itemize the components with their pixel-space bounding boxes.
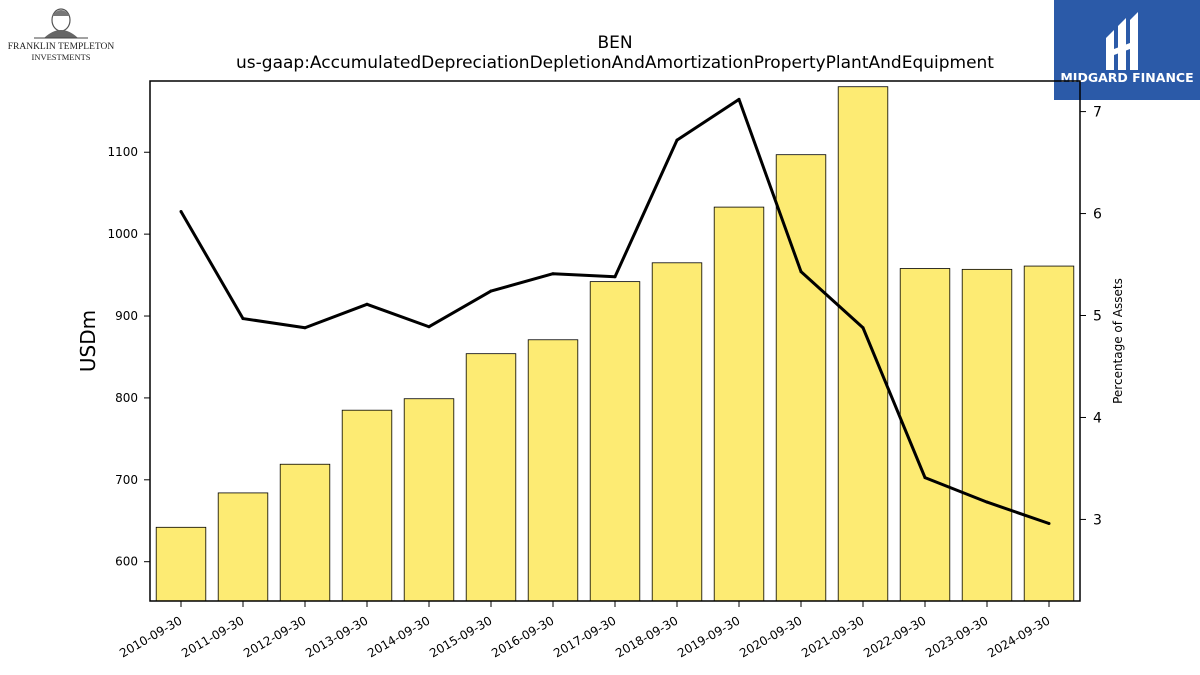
bar xyxy=(465,353,517,602)
y-tick-label: 1100 xyxy=(107,145,138,159)
y2-tick-label: 4 xyxy=(1093,410,1102,426)
line-point xyxy=(799,270,803,274)
y2-tick-label: 3 xyxy=(1093,512,1102,528)
x-tick-label: 2018-09-30 xyxy=(613,613,680,660)
bar xyxy=(837,86,889,602)
x-tick-label: 2016-09-30 xyxy=(489,613,556,660)
y-tick-label: 700 xyxy=(115,473,138,487)
line-point xyxy=(1047,522,1051,526)
bar xyxy=(217,492,269,602)
x-tick-label: 2011-09-30 xyxy=(179,613,246,660)
y-tick-label: 800 xyxy=(115,391,138,405)
y-tick-label: 600 xyxy=(115,555,138,569)
line-point xyxy=(551,272,555,276)
x-tick-label: 2020-09-30 xyxy=(737,613,804,660)
line-point xyxy=(303,326,307,330)
bar xyxy=(651,262,703,602)
line-point xyxy=(613,275,617,279)
line-layer xyxy=(179,97,1051,526)
line-point xyxy=(489,289,493,293)
x-tick-label: 2024-09-30 xyxy=(985,613,1052,660)
bar xyxy=(961,268,1013,602)
line-point xyxy=(861,326,865,330)
bar xyxy=(155,526,207,602)
line-point xyxy=(427,325,431,329)
y2-tick-label: 6 xyxy=(1093,207,1102,223)
x-tick-label: 2019-09-30 xyxy=(675,613,742,660)
portrait-icon xyxy=(34,8,88,39)
bar xyxy=(279,463,331,602)
bar xyxy=(527,339,579,602)
franklin-templeton-logo: FRANKLIN TEMPLETON INVESTMENTS xyxy=(0,0,122,68)
bar xyxy=(403,398,455,602)
bar xyxy=(341,409,393,602)
x-tick-label: 2022-09-30 xyxy=(861,613,928,660)
bar xyxy=(1023,265,1075,602)
line-point xyxy=(923,476,927,480)
line-point xyxy=(675,138,679,142)
x-tick-label: 2013-09-30 xyxy=(303,613,370,660)
line-point xyxy=(179,210,183,214)
y-axis-label: USDm xyxy=(76,310,100,372)
bar xyxy=(589,281,641,602)
y-tick-label: 1000 xyxy=(107,227,138,241)
line-point xyxy=(241,317,245,321)
midgard-finance-logo: MIDGARD FINANCE xyxy=(1054,0,1200,100)
x-tick-label: 2015-09-30 xyxy=(427,613,494,660)
x-tick-label: 2023-09-30 xyxy=(923,613,990,660)
chart-subtitle: us-gaap:AccumulatedDepreciationDepletion… xyxy=(236,53,994,73)
line-point xyxy=(985,500,989,504)
y2-tick-label: 5 xyxy=(1093,309,1102,325)
x-tick-label: 2017-09-30 xyxy=(551,613,618,660)
logo-right-text: MIDGARD FINANCE xyxy=(1060,70,1193,85)
y2-axis-label: Percentage of Assets xyxy=(1111,278,1125,404)
bar xyxy=(713,206,765,602)
x-tick-label: 2010-09-30 xyxy=(117,613,184,660)
chart-title: BEN xyxy=(597,33,632,53)
midgard-mark-icon xyxy=(1106,12,1138,70)
line-point xyxy=(737,97,741,101)
line-point xyxy=(365,302,369,306)
x-tick-label: 2014-09-30 xyxy=(365,613,432,660)
y-tick-label: 900 xyxy=(115,309,138,323)
logo-left-line1: FRANKLIN TEMPLETON xyxy=(8,42,115,52)
y2-tick-label: 7 xyxy=(1093,105,1102,121)
bars-layer xyxy=(155,86,1075,602)
logo-left-line2: INVESTMENTS xyxy=(31,52,90,62)
x-tick-label: 2012-09-30 xyxy=(241,613,308,660)
x-tick-label: 2021-09-30 xyxy=(799,613,866,660)
